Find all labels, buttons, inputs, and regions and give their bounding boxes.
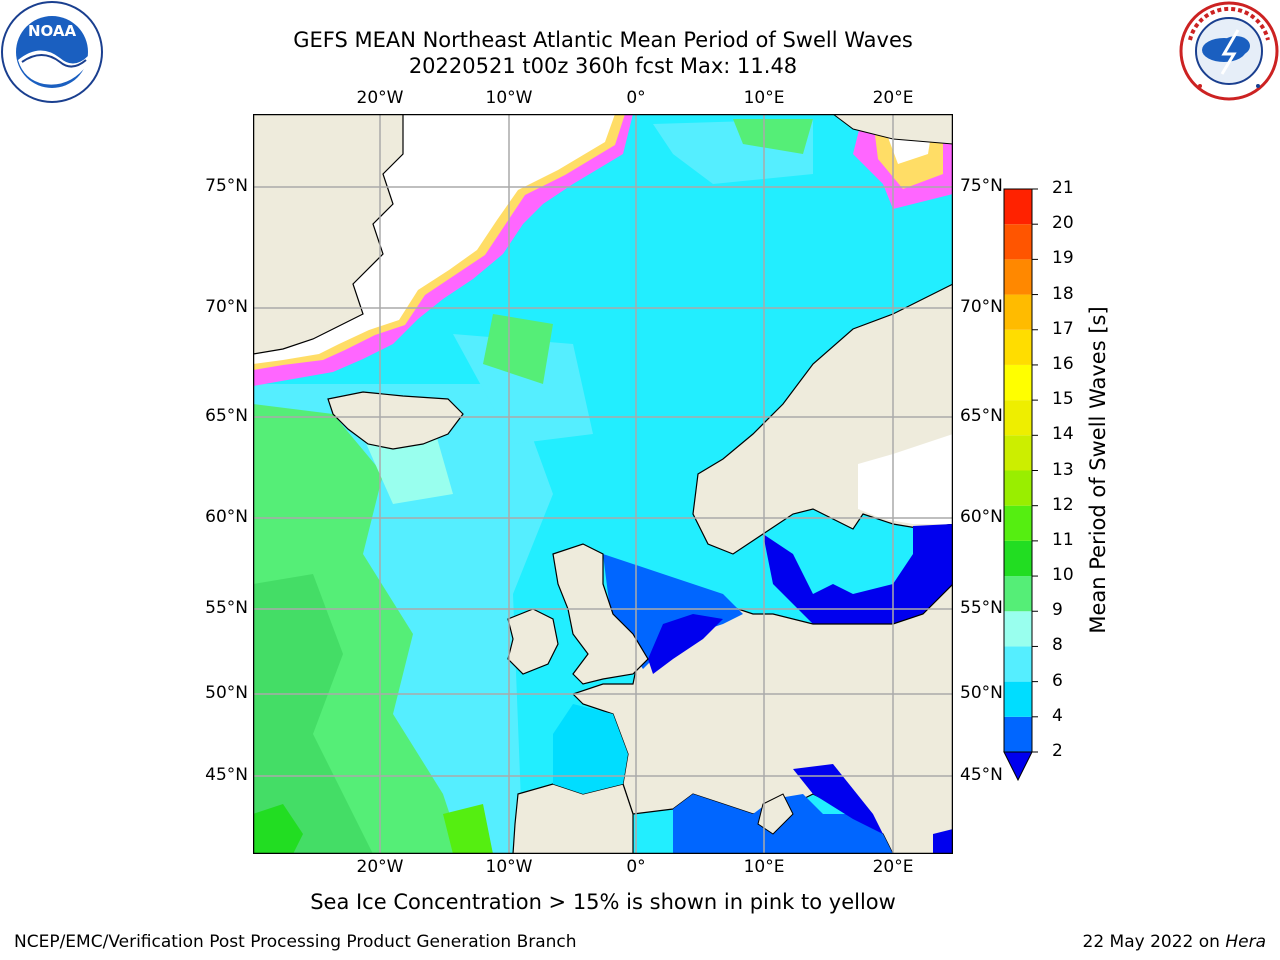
swell-period-map — [253, 114, 953, 854]
colorbar-tick-label: 15 — [1052, 389, 1074, 410]
noaa-logo: NOAA — [1, 1, 103, 103]
colorbar-segment — [1004, 470, 1032, 506]
noaa-logo-center-text: NOAA — [28, 22, 77, 40]
iceland-land — [327, 391, 464, 450]
colorbar-tick-label: 11 — [1052, 529, 1074, 550]
lon-label-bottom-20w: 20°W — [356, 857, 404, 877]
lat-label-right-70n: 70°N — [960, 297, 1003, 317]
colorbar-tick-label: 14 — [1052, 424, 1074, 445]
colorbar-segment — [1004, 224, 1032, 260]
footer-date: 22 May 2022 on Hera — [1083, 932, 1267, 952]
colorbar-title: Mean Period of Swell Waves [s] — [1086, 306, 1110, 634]
lat-label-left-65n: 65°N — [205, 406, 248, 426]
colorbar-tick-label: 8 — [1052, 635, 1063, 656]
colorbar-under-triangle — [1003, 751, 1033, 782]
colorbar-segment — [1004, 716, 1032, 752]
colorbar-segment — [1004, 505, 1032, 541]
colorbar-segment — [1004, 259, 1032, 295]
footer-host: Hera — [1225, 932, 1266, 952]
graticule — [253, 114, 953, 854]
lat-label-left-50n: 50°N — [205, 683, 248, 703]
colorbar-tick-label: 17 — [1052, 318, 1074, 339]
colorbar-segment — [1004, 364, 1032, 401]
lat-label-left-70n: 70°N — [205, 297, 248, 317]
colorbar-segment — [1004, 329, 1032, 365]
colorbar-tick-label: 2 — [1052, 741, 1063, 761]
colorbar-segment — [1004, 540, 1032, 577]
colorbar-segment — [1004, 576, 1032, 612]
colorbar-tick-label: 9 — [1052, 600, 1063, 621]
colorbar-segment — [1004, 681, 1032, 717]
colorbar-tick-label: 19 — [1052, 248, 1074, 269]
sea-ice-note: Sea Ice Concentration > 15% is shown in … — [310, 890, 896, 914]
greenland-land — [253, 114, 404, 355]
colorbar — [1003, 188, 1038, 782]
footer-credit: NCEP/EMC/Verification Post Processing Pr… — [14, 932, 577, 952]
lat-label-right-55n: 55°N — [960, 598, 1003, 618]
lat-label-right-65n: 65°N — [960, 406, 1003, 426]
colorbar-segment — [1004, 646, 1032, 682]
lat-label-right-50n: 50°N — [960, 683, 1003, 703]
lat-label-left-45n: 45°N — [205, 765, 248, 785]
lon-label-bottom-20e: 20°E — [872, 857, 914, 877]
lon-label-top-0: 0° — [626, 88, 646, 108]
colorbar-tick-label: 18 — [1052, 283, 1074, 304]
lat-label-left-55n: 55°N — [205, 598, 248, 618]
lon-label-top-10e: 10°E — [743, 88, 785, 108]
colorbar-segment — [1004, 294, 1032, 330]
lon-label-bottom-10w: 10°W — [485, 857, 533, 877]
lat-label-right-60n: 60°N — [960, 507, 1003, 527]
lon-label-top-20w: 20°W — [356, 88, 404, 108]
colorbar-tick-label: 21 — [1052, 178, 1074, 198]
lon-label-top-20e: 20°E — [872, 88, 914, 108]
ireland-land — [507, 608, 559, 675]
lat-label-right-45n: 45°N — [960, 765, 1003, 785]
colorbar-tick-label: 10 — [1052, 565, 1074, 586]
chart-title: GEFS MEAN Northeast Atlantic Mean Period… — [293, 28, 913, 52]
colorbar-segment — [1004, 611, 1032, 647]
chart-subtitle: 20220521 t00z 360h fcst Max: 11.48 — [408, 54, 798, 78]
great-britain-land — [552, 543, 649, 685]
colorbar-segment — [1004, 189, 1032, 225]
lat-label-left-75n: 75°N — [205, 176, 248, 196]
lat-label-right-75n: 75°N — [960, 176, 1003, 196]
footer-date-text: 22 May 2022 on — [1082, 932, 1220, 952]
colorbar-tick-label: 12 — [1052, 494, 1074, 515]
colorbar-tick-label: 13 — [1052, 459, 1074, 480]
lon-label-bottom-0: 0° — [626, 857, 646, 877]
colorbar-tick-label: 4 — [1052, 705, 1063, 726]
colorbar-segment — [1004, 400, 1032, 436]
lon-label-bottom-10e: 10°E — [743, 857, 785, 877]
colorbar-tick-label: 6 — [1052, 670, 1063, 691]
colorbar-tick-label: 16 — [1052, 353, 1074, 374]
lat-label-left-60n: 60°N — [205, 507, 248, 527]
baltic-sea — [763, 524, 953, 624]
nws-logo — [1179, 1, 1279, 101]
lon-label-top-10w: 10°W — [485, 88, 533, 108]
colorbar-tick-label: 20 — [1052, 213, 1074, 234]
colorbar-segment — [1004, 435, 1032, 471]
